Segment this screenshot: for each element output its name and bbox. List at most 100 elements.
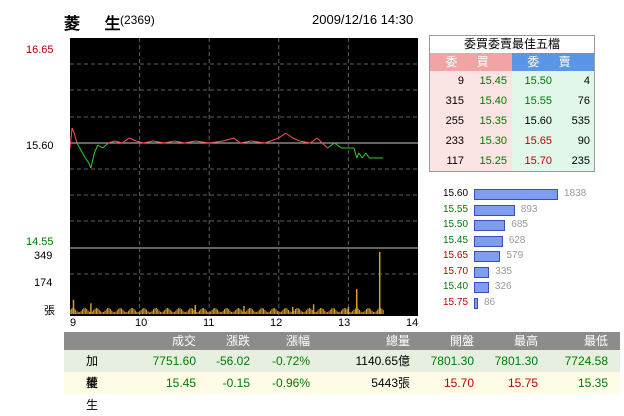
order-book-row: 315 15.40 15.55 76 [430, 91, 594, 111]
y-volume-mid-label: 174 [34, 277, 53, 289]
order-book-row: 233 15.30 15.65 90 [430, 131, 594, 151]
distribution-volume: 86 [484, 296, 496, 308]
x-tick-14: 14 [406, 317, 419, 329]
bid-price: 15.45 [479, 75, 507, 87]
price-segment [135, 140, 144, 144]
price-segment [233, 137, 241, 144]
price-segment [153, 140, 165, 144]
bid-volume: 233 [445, 135, 464, 147]
distribution-bar [474, 204, 515, 216]
table-row: 加 權 7751.60 -56.02 -0.72% 1140.65億 7801.… [64, 350, 620, 390]
distribution-volume: 579 [506, 250, 524, 261]
distribution-volume: 628 [508, 234, 526, 246]
distribution-volume: 326 [494, 281, 512, 292]
price-segment [97, 144, 103, 149]
price-segment [93, 144, 99, 154]
price-segment [309, 137, 318, 144]
y-volume-max-label: 349 [34, 250, 53, 262]
distribution-volume: 893 [520, 203, 538, 215]
price-segment [84, 157, 90, 164]
ask-price: 15.55 [524, 95, 552, 107]
price-segment [174, 140, 185, 144]
distribution-price: 15.75 [443, 296, 469, 308]
price-segment [121, 137, 130, 144]
bid-price: 15.40 [479, 95, 507, 107]
ask-price: 15.65 [524, 135, 552, 147]
row-high: 15.75 [507, 376, 538, 390]
bid-volume: 315 [445, 95, 464, 107]
price-segment [82, 152, 86, 159]
price-segment [264, 137, 279, 144]
price-segment [356, 152, 360, 159]
ask-price: 15.50 [524, 75, 552, 87]
header-trade: 成交 [171, 334, 196, 348]
price-segment [209, 140, 224, 144]
distribution-price: 15.50 [443, 219, 469, 230]
stock-code: (2369) [120, 13, 155, 27]
row-open: 7801.30 [430, 354, 474, 368]
bid-header: 委 買 [430, 53, 512, 71]
price-segment [361, 152, 367, 159]
ask-volume: 76 [577, 95, 590, 107]
distribution-price: 15.60 [443, 188, 469, 199]
y-high-label: 16.65 [26, 44, 54, 56]
distribution-price: 15.45 [443, 234, 469, 246]
summary-table: 成交 漲跌 漲幅 總量 開盤 最高 最低 加 權 7751.60 -56.02 … [64, 332, 620, 412]
price-segment [73, 132, 78, 144]
price-segment [71, 127, 75, 134]
price-segment [108, 140, 116, 144]
distribution-price: 15.40 [443, 281, 469, 292]
row-volume: 1140.65億 [355, 354, 411, 368]
price-segment [365, 152, 370, 159]
row-low: 7724.58 [564, 354, 608, 368]
table-row: 菱 生 15.45 -0.15 -0.96% 5443張 15.70 15.75… [64, 372, 620, 412]
distribution-volume: 1838 [564, 188, 587, 199]
price-segment [327, 142, 335, 149]
header-pct: 漲幅 [285, 334, 310, 348]
row-high: 7801.30 [494, 354, 538, 368]
x-tick-11: 11 [203, 317, 215, 329]
distribution-price: 15.70 [443, 265, 469, 277]
table-header-row: 成交 漲跌 漲幅 總量 開盤 最高 最低 [64, 332, 620, 350]
x-tick-13: 13 [338, 317, 351, 329]
y-volume-unit-label: 張 [44, 305, 55, 317]
chart-background [70, 38, 418, 316]
price-segment [128, 137, 137, 142]
order-book: 委買委賣最佳五檔 委 買 委 賣 9 15.45 15.50 4 315 15.40 15.… [429, 35, 595, 172]
order-book-row: 255 15.35 15.60 535 [430, 111, 594, 131]
price-segment [142, 140, 154, 144]
price-segment [102, 142, 109, 149]
price-segment [195, 140, 210, 144]
bid-volume: 117 [446, 155, 464, 167]
ask-volume: 90 [577, 135, 590, 147]
price-segment [184, 140, 196, 144]
distribution-bar [474, 220, 506, 231]
stock-name: 菱 生 [64, 16, 131, 33]
ask-price: 15.70 [524, 155, 552, 167]
price-segment [70, 127, 73, 149]
ask-volume: 4 [583, 75, 590, 87]
x-tick-10: 10 [135, 317, 148, 329]
price-segment [316, 137, 328, 149]
row-change: -0.15 [222, 376, 250, 390]
bid-price: 15.35 [479, 115, 507, 127]
order-book-row: 117 15.25 15.70 235 [430, 151, 594, 171]
price-segment [299, 140, 311, 144]
price-segment [285, 132, 294, 139]
row-trade: 7751.60 [152, 354, 196, 368]
distribution-bar [474, 235, 503, 247]
price-segment [250, 140, 265, 144]
row-low: 15.35 [577, 376, 608, 390]
bid-price: 15.25 [479, 155, 507, 167]
header-change: 漲跌 [225, 334, 250, 348]
distribution-bar [474, 189, 558, 200]
ask-price: 15.60 [524, 115, 552, 127]
order-book-title: 委買委賣最佳五檔 [463, 37, 560, 51]
ask-volume: 235 [571, 155, 590, 167]
price-segment [163, 140, 175, 144]
price-segment [240, 140, 252, 144]
header-open: 開盤 [449, 334, 474, 348]
distribution-price: 15.65 [443, 250, 469, 261]
row-pct: -0.72% [271, 354, 310, 368]
price-segment [88, 162, 92, 169]
